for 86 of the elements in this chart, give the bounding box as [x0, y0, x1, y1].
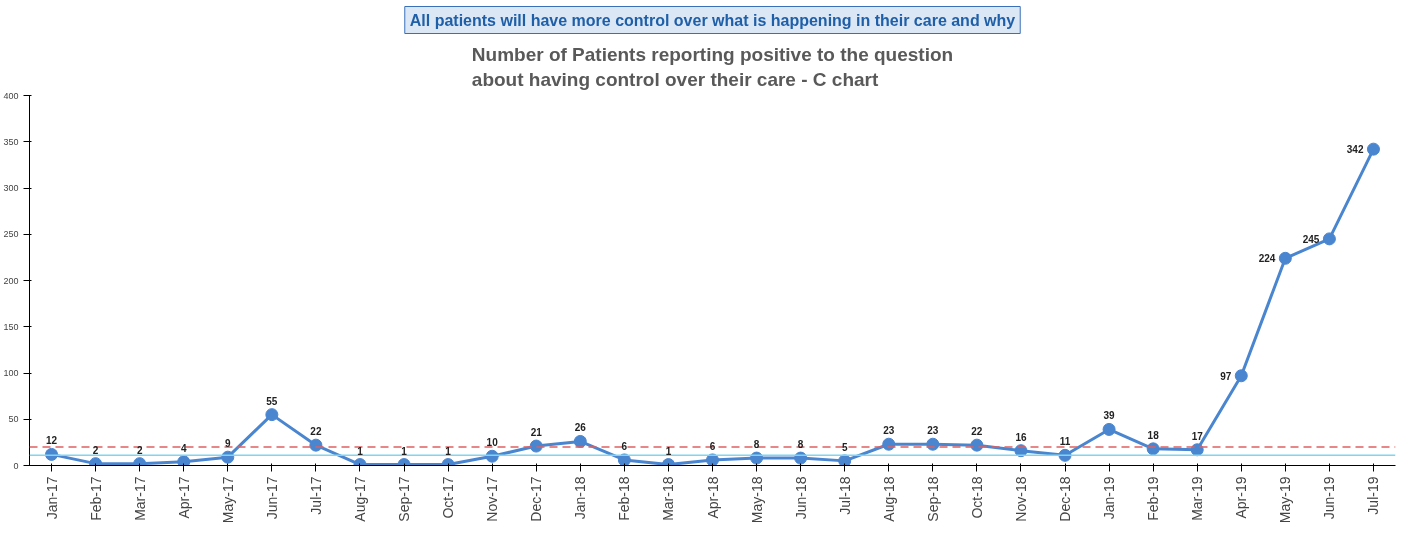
data-label: 22 — [310, 426, 322, 438]
data-label: 1 — [665, 445, 672, 457]
x-tick-label: Apr-19 — [1233, 476, 1250, 519]
data-label: 12 — [45, 435, 58, 447]
x-tick-label: Apr-17 — [175, 476, 192, 519]
data-label: 8 — [797, 439, 804, 451]
y-tick-label: 100 — [3, 368, 19, 378]
data-label: 2 — [136, 444, 143, 456]
point — [750, 451, 764, 465]
x-tick-label: Mar-17 — [131, 476, 148, 521]
data-label: 245 — [1302, 233, 1320, 245]
text: All patients will have more control over what is happening in their care and why — [409, 11, 1016, 29]
x-tick-label: Jan-19 — [1101, 476, 1118, 520]
data-label: 16 — [1015, 431, 1027, 443]
data-label: 97 — [1220, 370, 1232, 382]
data-label: 21 — [530, 427, 543, 439]
point — [1366, 142, 1380, 156]
point — [177, 455, 191, 466]
data-label: 1 — [357, 445, 364, 457]
x-tick-label: Dec-18 — [1057, 476, 1074, 522]
x-tick-label: Oct-17 — [440, 476, 457, 519]
x-tick-label: May-19 — [1277, 476, 1294, 524]
point — [1234, 369, 1248, 383]
x-tick-label: Feb-18 — [616, 476, 633, 521]
data-label: 9 — [225, 438, 232, 450]
x-tick-label: Jul-17 — [307, 476, 324, 515]
point — [1102, 422, 1116, 436]
data-label: 23 — [883, 425, 895, 437]
x-tick-label: Jun-19 — [1321, 476, 1338, 520]
point — [794, 451, 808, 465]
y-tick-label: 300 — [3, 183, 19, 193]
x-tick-label: Jun-18 — [792, 476, 809, 520]
data-label: 11 — [1059, 436, 1071, 448]
x-tick-label: Aug-17 — [351, 476, 368, 522]
data-label: 6 — [709, 440, 716, 452]
data-label: 17 — [1191, 430, 1204, 442]
data-label: 8 — [753, 439, 760, 451]
data-label: 39 — [1103, 410, 1116, 422]
data-label: 10 — [486, 437, 499, 449]
x-tick-label: Oct-18 — [968, 476, 985, 519]
data-label: 5 — [841, 441, 848, 453]
data-label: 4 — [180, 442, 187, 454]
data-label: 1 — [401, 445, 408, 457]
data-label: 1 — [445, 445, 452, 457]
point — [706, 453, 719, 466]
x-tick-label: Nov-17 — [484, 476, 501, 522]
y-tick-label: 50 — [8, 414, 19, 425]
data-label: 22 — [971, 426, 983, 438]
data-label: 23 — [927, 425, 939, 437]
x-tick-label: Feb-17 — [87, 476, 104, 521]
x-tick-label: Jan-18 — [572, 476, 589, 520]
data-label: 2 — [92, 444, 99, 456]
point — [265, 408, 279, 422]
x-tick-label: Jan-17 — [43, 476, 60, 520]
y-tick-label: 150 — [3, 321, 19, 332]
point — [573, 434, 587, 448]
x-tick-label: Mar-19 — [1189, 476, 1206, 521]
x-tick-label: Sep-18 — [924, 476, 941, 522]
data-label: 342 — [1346, 144, 1364, 156]
x-tick-label: Jun-17 — [263, 476, 280, 520]
y-tick-label: 200 — [3, 275, 19, 286]
x-tick-label: Mar-18 — [660, 476, 677, 521]
data-label: 18 — [1147, 429, 1160, 441]
y-tick-label: 400 — [3, 90, 19, 101]
data-label: 55 — [266, 395, 278, 407]
point — [617, 453, 631, 466]
point — [838, 454, 852, 466]
x-tick-label: Aug-18 — [880, 476, 897, 522]
data-label: 26 — [574, 422, 587, 434]
x-tick-label: May-17 — [219, 476, 236, 524]
y-tick-label: 350 — [3, 136, 19, 147]
x-tick-label: Dec-17 — [528, 476, 545, 522]
x-tick-label: Sep-17 — [396, 476, 413, 522]
x-tick-label: Feb-19 — [1145, 476, 1162, 521]
data-label: 224 — [1258, 253, 1276, 265]
data-label: 6 — [621, 440, 628, 452]
x-tick-label: Jul-18 — [836, 476, 853, 515]
y-tick-label: 0 — [13, 460, 19, 471]
chart-title: Number of Patients reporting positive to the question about having control over their care - C chart — [471, 44, 954, 91]
point — [1278, 251, 1292, 265]
x-tick-label: Nov-18 — [1012, 476, 1029, 522]
x-tick-label: Apr-18 — [704, 476, 721, 519]
y-tick-label: 250 — [3, 229, 19, 240]
x-tick-label: Jul-19 — [1365, 476, 1382, 515]
point — [1322, 232, 1336, 246]
x-tick-label: May-18 — [748, 476, 765, 524]
